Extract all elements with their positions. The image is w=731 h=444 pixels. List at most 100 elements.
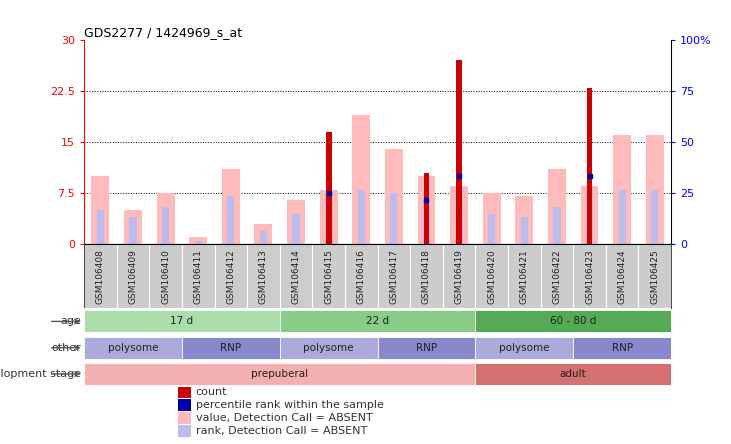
Bar bbox=[325, 193, 332, 244]
Bar bbox=[475, 310, 671, 333]
Text: GSM106413: GSM106413 bbox=[259, 249, 268, 304]
Text: GSM106421: GSM106421 bbox=[520, 249, 529, 304]
Bar bbox=[651, 190, 659, 244]
Text: GSM106409: GSM106409 bbox=[129, 249, 137, 304]
Bar bbox=[84, 244, 117, 308]
Bar bbox=[178, 412, 191, 424]
Bar bbox=[645, 135, 664, 244]
Bar bbox=[475, 363, 671, 385]
Bar bbox=[345, 244, 377, 308]
Bar bbox=[586, 193, 593, 244]
Text: GSM106418: GSM106418 bbox=[422, 249, 431, 304]
Bar bbox=[178, 399, 191, 411]
Bar bbox=[586, 87, 592, 244]
Bar bbox=[178, 425, 191, 437]
Bar bbox=[638, 244, 671, 308]
Text: polysome: polysome bbox=[107, 343, 158, 353]
Bar bbox=[377, 337, 475, 359]
Bar bbox=[260, 230, 267, 244]
Bar bbox=[280, 244, 312, 308]
Bar bbox=[84, 363, 475, 385]
Text: GSM106420: GSM106420 bbox=[487, 249, 496, 304]
Bar bbox=[149, 244, 182, 308]
Bar bbox=[385, 149, 403, 244]
Bar bbox=[292, 214, 300, 244]
Text: adult: adult bbox=[560, 369, 586, 379]
Text: GSM106423: GSM106423 bbox=[585, 249, 594, 304]
Text: GSM106412: GSM106412 bbox=[227, 249, 235, 304]
Bar bbox=[182, 337, 280, 359]
Text: GSM106414: GSM106414 bbox=[292, 249, 300, 304]
Bar bbox=[548, 169, 566, 244]
Text: GSM106410: GSM106410 bbox=[161, 249, 170, 304]
Bar bbox=[450, 186, 468, 244]
Text: GSM106422: GSM106422 bbox=[553, 249, 561, 304]
Bar bbox=[482, 193, 501, 244]
Bar bbox=[84, 337, 182, 359]
Bar bbox=[214, 244, 247, 308]
Bar bbox=[189, 238, 207, 244]
Bar bbox=[96, 210, 104, 244]
Bar bbox=[162, 207, 169, 244]
Bar bbox=[443, 244, 475, 308]
Text: age: age bbox=[60, 317, 81, 326]
Bar bbox=[326, 132, 332, 244]
Bar bbox=[423, 200, 430, 244]
Bar bbox=[221, 169, 240, 244]
Text: GDS2277 / 1424969_s_at: GDS2277 / 1424969_s_at bbox=[84, 26, 242, 39]
Bar bbox=[488, 214, 496, 244]
Bar bbox=[194, 241, 202, 244]
Bar bbox=[156, 193, 175, 244]
Text: GSM106424: GSM106424 bbox=[618, 249, 626, 304]
Bar bbox=[541, 244, 573, 308]
Bar bbox=[91, 176, 110, 244]
Bar bbox=[352, 115, 370, 244]
Text: value, Detection Call = ABSENT: value, Detection Call = ABSENT bbox=[196, 413, 372, 423]
Text: RNP: RNP bbox=[612, 343, 633, 353]
Text: other: other bbox=[51, 343, 81, 353]
Bar bbox=[312, 244, 345, 308]
Text: polysome: polysome bbox=[303, 343, 354, 353]
Bar bbox=[580, 186, 599, 244]
Bar bbox=[182, 244, 214, 308]
Bar bbox=[508, 244, 541, 308]
Bar bbox=[573, 337, 671, 359]
Bar bbox=[573, 244, 606, 308]
Text: rank, Detection Call = ABSENT: rank, Detection Call = ABSENT bbox=[196, 426, 367, 436]
Bar bbox=[129, 217, 137, 244]
Text: count: count bbox=[196, 387, 227, 397]
Bar bbox=[423, 173, 429, 244]
Text: GSM106417: GSM106417 bbox=[390, 249, 398, 304]
Text: 22 d: 22 d bbox=[366, 317, 389, 326]
Text: GSM106411: GSM106411 bbox=[194, 249, 202, 304]
Text: RNP: RNP bbox=[416, 343, 437, 353]
Bar bbox=[280, 337, 377, 359]
Text: 60 - 80 d: 60 - 80 d bbox=[550, 317, 596, 326]
Bar bbox=[117, 244, 149, 308]
Text: prepuberal: prepuberal bbox=[251, 369, 308, 379]
Text: development stage: development stage bbox=[0, 369, 81, 379]
Text: GSM106416: GSM106416 bbox=[357, 249, 366, 304]
Bar bbox=[417, 176, 436, 244]
Text: RNP: RNP bbox=[220, 343, 241, 353]
Bar bbox=[455, 210, 463, 244]
Bar bbox=[280, 310, 475, 333]
Bar bbox=[618, 190, 626, 244]
Bar bbox=[377, 244, 410, 308]
Bar bbox=[410, 244, 443, 308]
Bar bbox=[520, 217, 528, 244]
Bar bbox=[357, 190, 365, 244]
Bar bbox=[84, 310, 280, 333]
Bar bbox=[613, 135, 631, 244]
Bar bbox=[287, 200, 305, 244]
Bar bbox=[227, 197, 235, 244]
Bar bbox=[475, 337, 573, 359]
Bar bbox=[247, 244, 280, 308]
Bar bbox=[606, 244, 638, 308]
Bar bbox=[553, 207, 561, 244]
Bar bbox=[124, 210, 142, 244]
Bar bbox=[390, 193, 398, 244]
Bar bbox=[515, 197, 534, 244]
Bar bbox=[178, 386, 191, 397]
Text: polysome: polysome bbox=[499, 343, 550, 353]
